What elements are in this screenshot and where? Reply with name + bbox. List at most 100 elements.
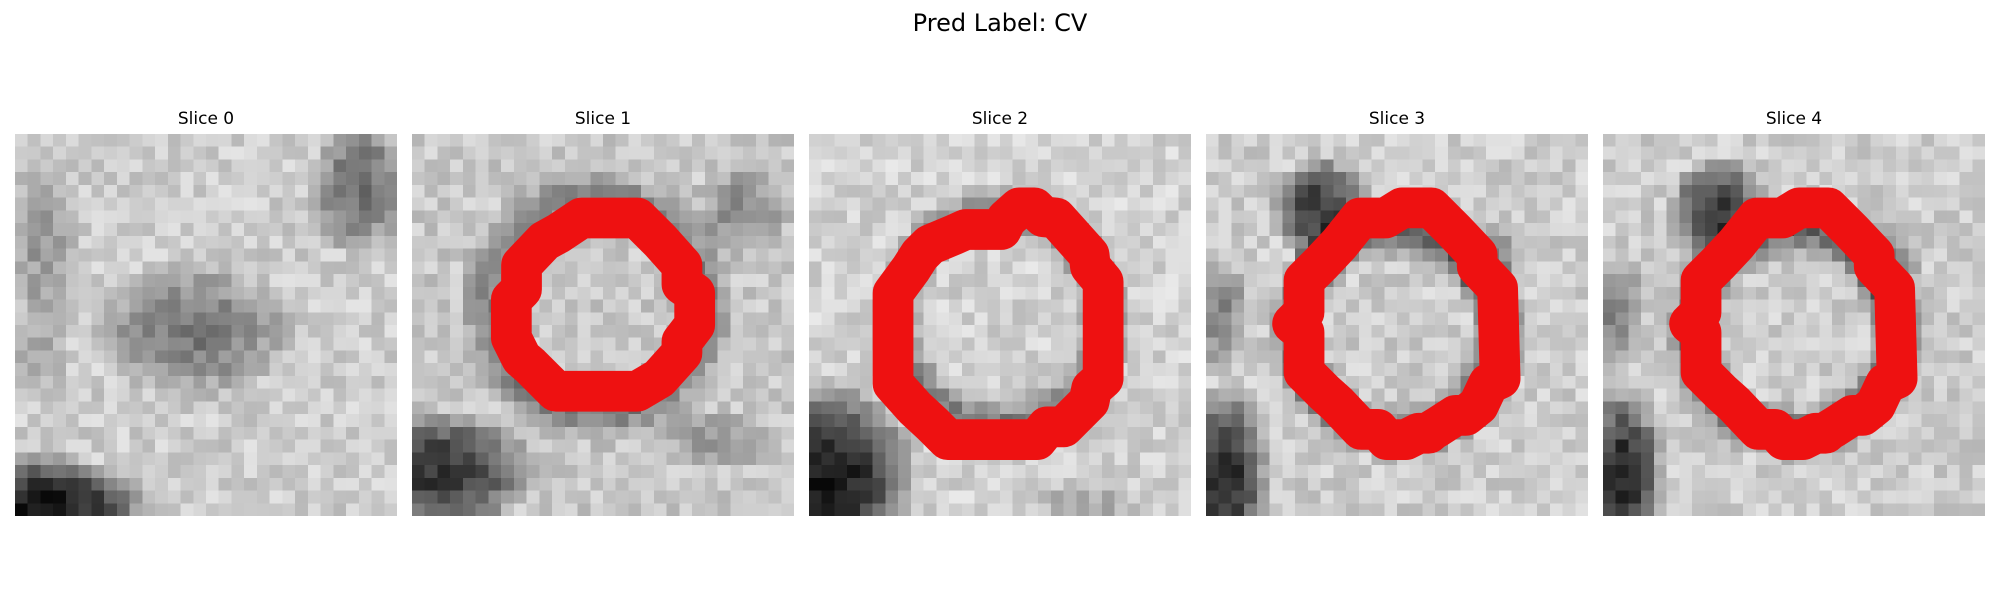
image-pixel [1921,134,1935,147]
image-pixel [974,184,988,198]
image-pixel [679,184,693,198]
image-pixel [743,197,757,211]
image-pixel [424,375,438,389]
image-pixel [1038,337,1052,351]
image-pixel [450,210,464,224]
image-pixel [104,261,118,275]
image-pixel [27,223,41,237]
image-pixel [450,388,464,402]
image-pixel [564,439,578,453]
image-pixel [1397,299,1410,313]
image-pixel [1140,426,1154,440]
image-pixel [1959,286,1973,300]
image-pixel [167,401,181,415]
image-pixel [1679,210,1693,224]
image-pixel [333,490,347,504]
image-pixel [1127,312,1141,326]
image-pixel [1603,465,1616,479]
image-pixel [704,350,718,364]
image-pixel [1653,426,1667,440]
image-pixel [193,452,207,466]
image-pixel [809,223,822,237]
image-pixel [295,325,309,338]
image-pixel [641,299,655,313]
image-pixel [1152,388,1166,402]
image-pixel [1256,146,1270,160]
image-pixel [320,388,334,402]
image-pixel [1050,363,1064,377]
image-pixel [1435,452,1449,466]
image-pixel [1730,465,1744,479]
image-pixel [346,274,360,288]
image-pixel [412,337,425,351]
image-pixel [371,414,385,428]
image-pixel [949,261,963,275]
image-pixel [615,248,629,262]
image-pixel [781,337,794,351]
image-pixel [206,312,219,326]
image-pixel [872,172,886,186]
image-pixel [437,375,451,389]
image-pixel [1244,235,1258,249]
image-pixel [847,235,861,249]
image-pixel [1959,184,1973,198]
image-pixel [1870,159,1884,173]
image-pixel [1000,134,1013,147]
image-pixel [1679,490,1693,504]
image-pixel [1781,465,1795,479]
image-pixel [1959,363,1973,377]
image-pixel [1730,350,1744,364]
image-pixel [333,439,347,453]
image-pixel [218,503,232,516]
image-pixel [1743,312,1757,326]
image-pixel [949,503,963,516]
image-pixel [653,477,667,491]
image-pixel [1806,388,1820,402]
image-pixel [1371,286,1385,300]
image-pixel [167,184,181,198]
image-pixel [1755,375,1769,389]
image-pixel [53,299,67,313]
image-pixel [269,197,283,211]
image-pixel [346,490,360,504]
image-pixel [450,363,464,377]
image-pixel [1628,325,1642,338]
image-pixel [1231,299,1245,313]
image-pixel [1282,248,1296,262]
image-pixel [1628,274,1642,288]
image-pixel [1409,146,1423,160]
image-pixel [129,503,143,516]
image-pixel [974,325,988,338]
image-pixel [320,312,334,326]
image-pixel [1346,490,1360,504]
image-pixel [91,337,105,351]
image-pixel [577,414,591,428]
image-pixel [231,439,245,453]
image-pixel [1524,197,1538,211]
image-pixel [142,452,156,466]
image-pixel [78,439,92,453]
image-pixel [1206,503,1219,516]
image-pixel [488,159,502,173]
image-pixel [1460,490,1474,504]
image-pixel [859,210,873,224]
image-pixel [1806,401,1820,415]
image-pixel [1282,235,1296,249]
image-pixel [1076,452,1090,466]
image-pixel [269,375,283,389]
image-pixel [462,274,476,288]
image-pixel [1114,184,1128,198]
image-pixel [129,223,143,237]
image-pixel [1666,426,1680,440]
image-pixel [218,401,232,415]
image-pixel [167,312,181,326]
image-pixel [244,197,258,211]
image-pixel [412,235,425,249]
image-pixel [1755,465,1769,479]
image-pixel [1409,286,1423,300]
image-pixel [1641,439,1655,453]
image-pixel [1256,490,1270,504]
image-pixel [1959,350,1973,364]
image-pixel [1730,363,1744,377]
image-pixel [628,426,642,440]
